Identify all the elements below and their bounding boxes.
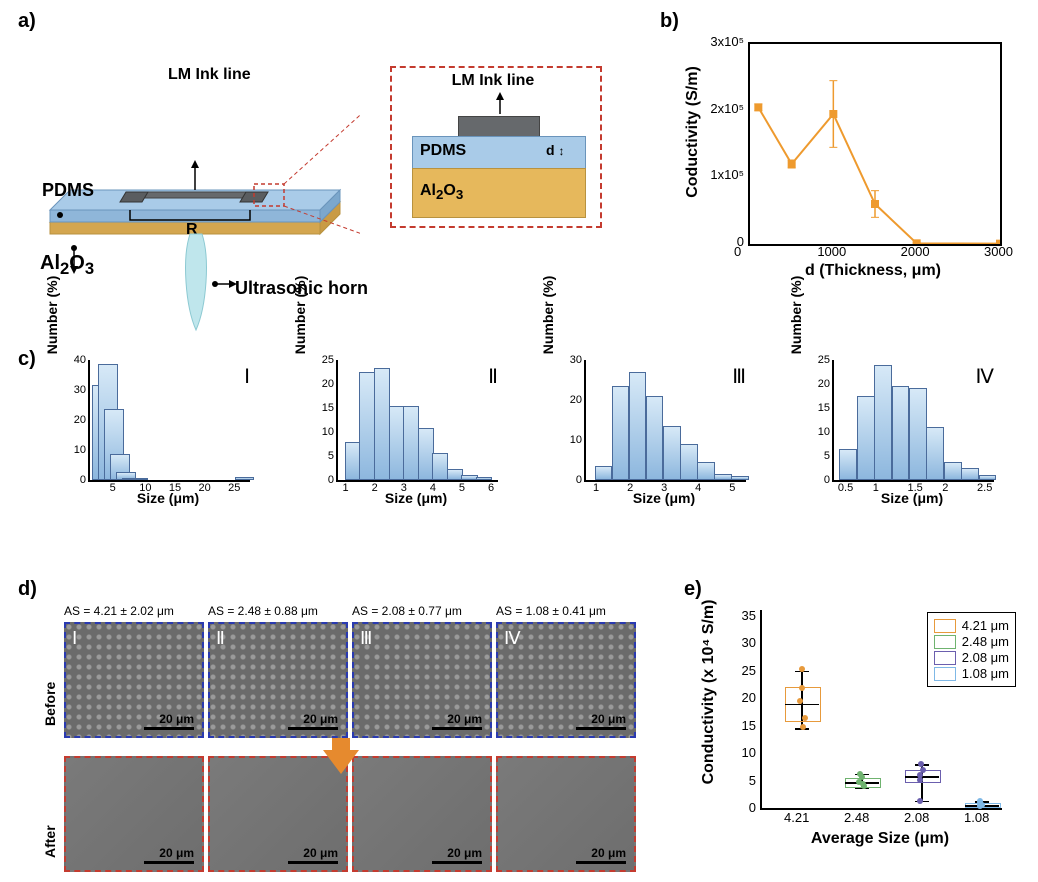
- label-c: c): [18, 348, 36, 371]
- arrow-down-icon: [323, 750, 359, 774]
- boxplot-legend: 4.21 μm2.48 μm2.08 μm1.08 μm: [927, 612, 1016, 687]
- line-chart: Coductivity (S/m) d (Thickness, μm) 0100…: [680, 22, 1020, 302]
- ink-label: LM Ink line: [168, 66, 251, 84]
- pdms-label: PDMS: [42, 180, 94, 201]
- zoom-ink: [458, 116, 540, 138]
- label-d: d): [18, 578, 37, 601]
- line-chart-svg: [750, 44, 1000, 244]
- zoom-pdms-label: PDMS: [420, 142, 466, 160]
- zoom-arrow-icon: [490, 90, 510, 118]
- histogram-3: Number (%)123450102030Size (μm)Ⅲ: [538, 350, 758, 525]
- before-label: Before: [42, 682, 58, 726]
- line-chart-area: [748, 42, 1002, 246]
- line-chart-ylabel: Coductivity (S/m): [684, 32, 702, 232]
- histogram-1: Number (%)510152025010203040Size (μm)Ⅰ: [42, 350, 262, 525]
- boxplot-ylabel: Conductivity (x 10⁴ S/m): [700, 592, 718, 792]
- label-b: b): [660, 10, 679, 33]
- d-label: d ↕: [546, 142, 564, 158]
- figure-page: a) b) c) d) e) R: [0, 0, 1038, 882]
- boxplot-xlabel: Average Size (μm): [760, 830, 1000, 848]
- sem-grid: Before After AS = 4.21 ± 2.02 μmAS = 2.4…: [40, 610, 640, 870]
- zoom-box: PDMS Al2O3 d ↕: [390, 66, 602, 228]
- boxplot: Conductivity (x 10⁴ S/m) Average Size (μ…: [700, 596, 1020, 866]
- histogram-4: Number (%)0.511.522.50510152025Size (μm)…: [786, 350, 1006, 525]
- histogram-2: Number (%)1234560510152025Size (μm)Ⅱ: [290, 350, 510, 525]
- zoom-ink-label: LM Ink line: [438, 72, 548, 90]
- label-a: a): [18, 10, 36, 33]
- after-label: After: [42, 825, 58, 858]
- zoom-al2o3-label: Al2O3: [420, 182, 463, 202]
- line-chart-xlabel: d (Thickness, μm): [748, 262, 998, 280]
